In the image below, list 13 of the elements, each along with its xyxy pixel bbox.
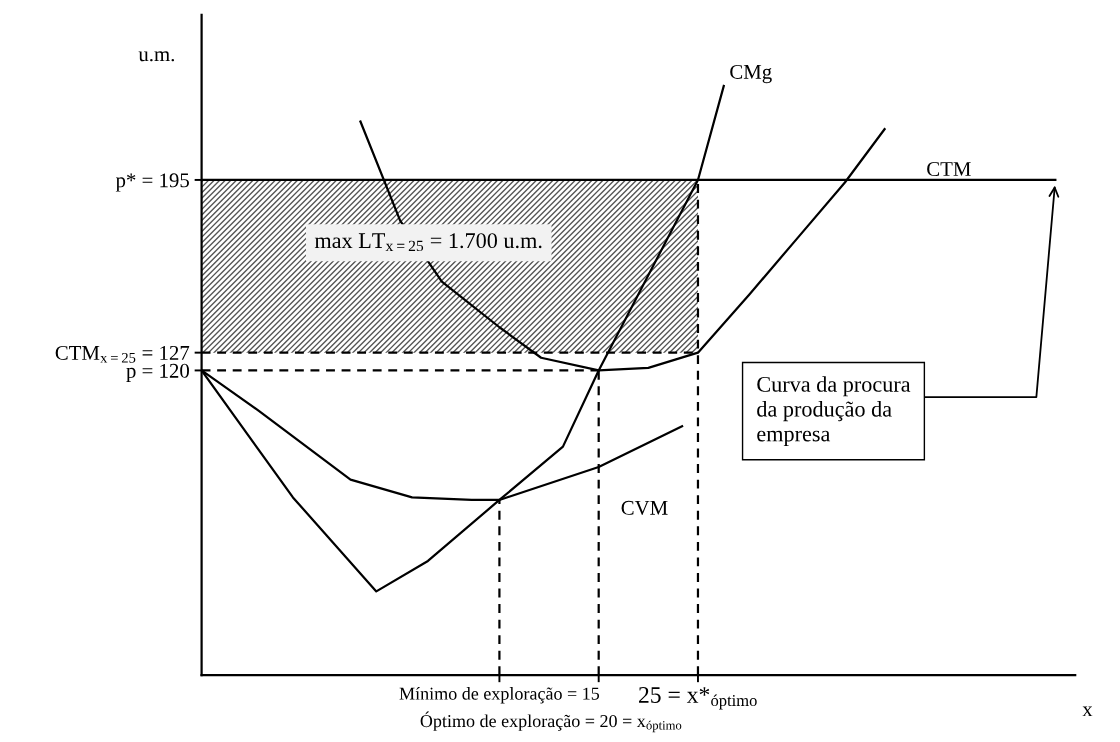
- x-tick-label: Mínimo de exploração = 15: [399, 687, 600, 704]
- y-tick-label: p = 120: [126, 363, 189, 383]
- text: CTM: [927, 162, 971, 177]
- y-tick-label: p* = 195: [115, 173, 189, 192]
- y-tick-label: CTM$_{x=25}$ = 127: [55, 345, 190, 363]
- y-axis-title: u.m.: [138, 51, 175, 62]
- text: Óptimo de exploração = 20 = x$_{óptimo}$: [420, 711, 682, 733]
- annotation: Curva da procura da produção da empresa: [757, 376, 911, 446]
- x-axis-title: x: [1082, 706, 1093, 717]
- x-tick-label: 25 = x*$_{óptimo}$: [639, 687, 757, 710]
- annotation: max LT$_{x=25}$ = 1.700 u.m.: [314, 233, 542, 252]
- series-label: CMg: [730, 64, 772, 84]
- series-label: CVM: [621, 500, 668, 515]
